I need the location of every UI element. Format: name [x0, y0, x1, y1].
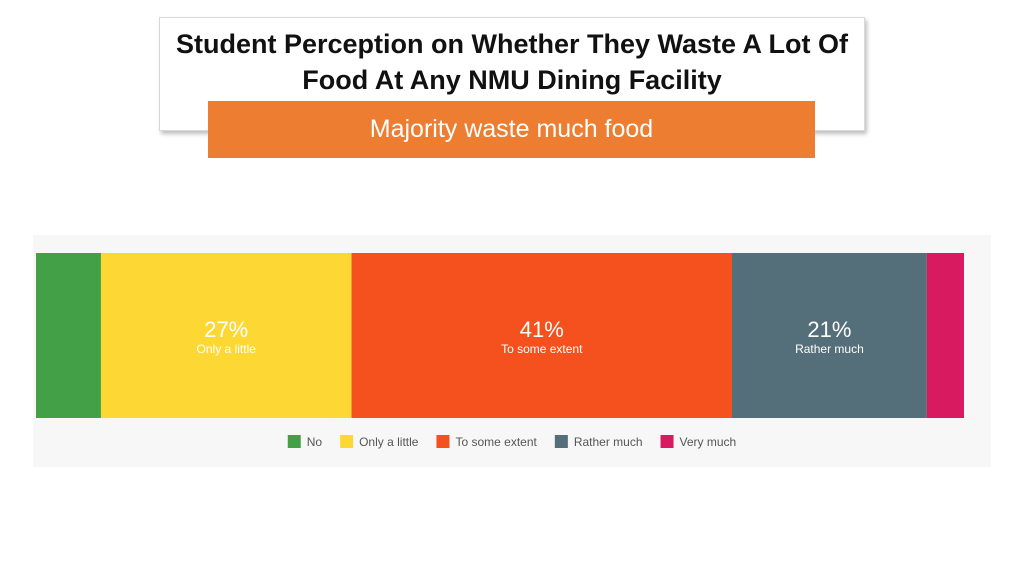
bar-segment-very-much [926, 253, 964, 418]
legend-swatch-only-a-little [340, 435, 354, 448]
page-title: Student Perception on Whether They Waste… [175, 29, 849, 95]
legend-label-rather-much: Rather much [574, 435, 643, 449]
legend-label-only-a-little: Only a little [359, 435, 419, 449]
data-label-category-only-a-little: Only a little [197, 342, 257, 356]
chart-panel: 27% Only a little 41% To some extent 21% Rath… [33, 235, 991, 467]
legend: No Only a little To some extent Rather much… [287, 435, 737, 449]
data-label-value-rather-much: 21% [807, 317, 851, 342]
data-label-category-to-some-extent: To some extent [501, 342, 583, 356]
legend-label-to-some-extent: To some extent [455, 435, 537, 449]
subtitle-banner: Majority waste much food [208, 101, 815, 158]
legend-swatch-very-much [660, 435, 674, 448]
legend-label-very-much: Very much [680, 435, 737, 449]
data-label-value-only-a-little: 27% [204, 317, 248, 342]
legend-swatch-rather-much [554, 435, 568, 448]
bar-segment-no [36, 253, 101, 418]
data-label-category-rather-much: Rather much [795, 342, 864, 356]
legend-label-no: No [307, 435, 323, 449]
bar-segment-to-some-extent [351, 253, 732, 418]
bar-segment-only-a-little [100, 253, 352, 418]
data-label-value-to-some-extent: 41% [520, 317, 564, 342]
bar-segment-rather-much [732, 253, 927, 418]
legend-swatch-no [287, 435, 301, 448]
legend-swatch-to-some-extent [436, 435, 450, 448]
